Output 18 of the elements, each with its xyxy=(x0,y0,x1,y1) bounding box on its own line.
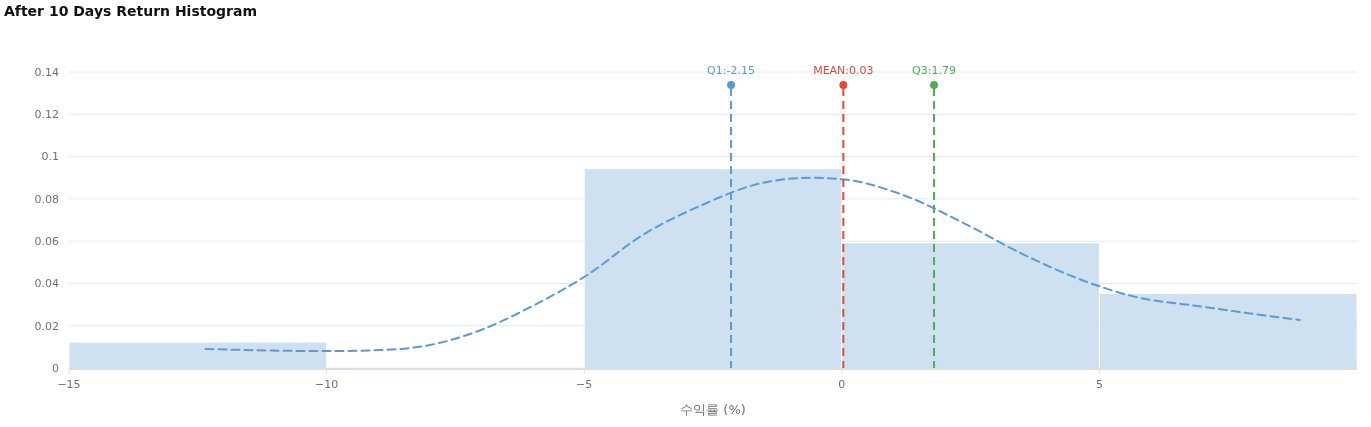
y-tick-label: 0 xyxy=(52,361,59,375)
ref-line-label: MEAN:0.03 xyxy=(813,64,874,77)
y-tick-label: 0.14 xyxy=(34,65,59,79)
ref-line-label: Q1:-2.15 xyxy=(707,64,755,77)
x-axis-title: 수익률 (%) xyxy=(680,402,746,417)
y-tick-label: 0.1 xyxy=(41,150,59,164)
y-tick-label: 0.08 xyxy=(34,192,59,206)
x-tick-label: −10 xyxy=(314,378,339,391)
x-tick-label: 0 xyxy=(838,378,846,391)
x-tick-label: −5 xyxy=(576,378,593,391)
x-tick-label: 5 xyxy=(1095,378,1103,391)
chart-title: After 10 Days Return Histogram xyxy=(4,3,258,19)
y-tick-label: 0.04 xyxy=(34,277,59,291)
x-tick-label: −15 xyxy=(57,378,81,391)
y-tick-label: 0.02 xyxy=(34,319,59,333)
ref-line-label: Q3:1.79 xyxy=(912,64,956,77)
y-tick-label: 0.06 xyxy=(34,234,59,248)
y-tick-label: 0.12 xyxy=(34,108,59,122)
